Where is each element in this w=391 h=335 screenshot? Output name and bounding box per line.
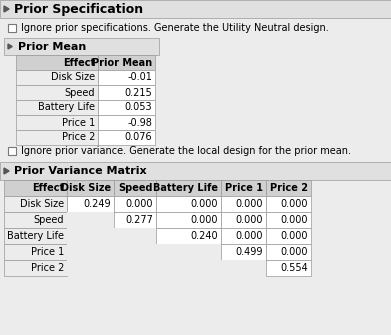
- Bar: [16, 85, 98, 100]
- Bar: [156, 228, 221, 244]
- Text: Speed: Speed: [65, 87, 95, 97]
- Text: Price 1: Price 1: [225, 183, 263, 193]
- Bar: [4, 196, 67, 212]
- Bar: [114, 244, 156, 260]
- Bar: [98, 70, 155, 85]
- Text: 0.215: 0.215: [124, 87, 152, 97]
- Text: Battery Life: Battery Life: [153, 183, 218, 193]
- Text: 0.000: 0.000: [190, 199, 218, 209]
- Text: Effect: Effect: [63, 58, 95, 67]
- Bar: [156, 196, 221, 212]
- Text: 0.240: 0.240: [190, 231, 218, 241]
- Bar: [16, 55, 98, 70]
- Bar: [114, 212, 156, 228]
- Bar: [16, 100, 98, 115]
- Bar: [67, 196, 114, 212]
- Bar: [67, 260, 114, 276]
- Bar: [0, 0, 391, 18]
- Text: Disk Size: Disk Size: [61, 183, 111, 193]
- Bar: [221, 244, 266, 260]
- Bar: [67, 180, 114, 196]
- Bar: [4, 38, 159, 55]
- Text: Ignore prior variance. Generate the local design for the prior mean.: Ignore prior variance. Generate the loca…: [21, 146, 351, 156]
- Text: 0.249: 0.249: [83, 199, 111, 209]
- Bar: [114, 196, 156, 212]
- Text: 0.277: 0.277: [125, 215, 153, 225]
- Text: 0.000: 0.000: [235, 199, 263, 209]
- Text: 0.000: 0.000: [235, 231, 263, 241]
- Bar: [4, 244, 67, 260]
- Text: Battery Life: Battery Life: [7, 231, 64, 241]
- Bar: [98, 100, 155, 115]
- Bar: [16, 115, 98, 130]
- Bar: [221, 228, 266, 244]
- Text: Price 1: Price 1: [31, 247, 64, 257]
- Text: 0.554: 0.554: [280, 263, 308, 273]
- Text: Ignore prior specifications. Generate the Utility Neutral design.: Ignore prior specifications. Generate th…: [21, 23, 329, 33]
- Text: 0.000: 0.000: [280, 199, 308, 209]
- Text: Disk Size: Disk Size: [20, 199, 64, 209]
- Bar: [67, 244, 114, 260]
- Bar: [98, 55, 155, 70]
- Bar: [266, 260, 311, 276]
- Bar: [266, 180, 311, 196]
- Text: Prior Specification: Prior Specification: [14, 2, 143, 15]
- Bar: [4, 260, 67, 276]
- Text: 0.076: 0.076: [124, 133, 152, 142]
- Text: Disk Size: Disk Size: [51, 72, 95, 82]
- Bar: [16, 70, 98, 85]
- Text: Prior Mean: Prior Mean: [92, 58, 152, 67]
- Bar: [221, 180, 266, 196]
- Bar: [8, 24, 16, 32]
- Bar: [156, 244, 221, 260]
- Bar: [266, 228, 311, 244]
- Polygon shape: [4, 168, 9, 174]
- Text: -0.98: -0.98: [127, 118, 152, 128]
- Bar: [98, 130, 155, 145]
- Bar: [114, 180, 156, 196]
- Bar: [4, 212, 67, 228]
- Bar: [0, 162, 391, 180]
- Text: 0.499: 0.499: [235, 247, 263, 257]
- Bar: [156, 212, 221, 228]
- Bar: [114, 260, 156, 276]
- Text: 0.000: 0.000: [280, 231, 308, 241]
- Text: Price 2: Price 2: [270, 183, 308, 193]
- Bar: [98, 115, 155, 130]
- Text: Price 2: Price 2: [30, 263, 64, 273]
- Bar: [67, 228, 114, 244]
- Bar: [156, 260, 221, 276]
- Bar: [8, 147, 16, 155]
- Polygon shape: [4, 6, 9, 12]
- Text: -0.01: -0.01: [127, 72, 152, 82]
- Bar: [4, 228, 67, 244]
- Text: Effect: Effect: [32, 183, 64, 193]
- Bar: [266, 196, 311, 212]
- Bar: [114, 228, 156, 244]
- Text: Speed: Speed: [34, 215, 64, 225]
- Text: 0.000: 0.000: [280, 215, 308, 225]
- Text: Price 2: Price 2: [62, 133, 95, 142]
- Text: 0.053: 0.053: [124, 103, 152, 113]
- Bar: [67, 212, 114, 228]
- Text: Battery Life: Battery Life: [38, 103, 95, 113]
- Bar: [266, 212, 311, 228]
- Text: 0.000: 0.000: [235, 215, 263, 225]
- Text: Speed: Speed: [118, 183, 153, 193]
- Text: Price 1: Price 1: [62, 118, 95, 128]
- Text: 0.000: 0.000: [190, 215, 218, 225]
- Text: Prior Mean: Prior Mean: [18, 42, 86, 52]
- Bar: [16, 130, 98, 145]
- Text: 0.000: 0.000: [280, 247, 308, 257]
- Bar: [98, 85, 155, 100]
- Polygon shape: [8, 44, 12, 49]
- Text: Prior Variance Matrix: Prior Variance Matrix: [14, 166, 147, 176]
- Text: 0.000: 0.000: [126, 199, 153, 209]
- Bar: [221, 212, 266, 228]
- Bar: [221, 260, 266, 276]
- Bar: [266, 244, 311, 260]
- Bar: [156, 180, 221, 196]
- Bar: [4, 180, 67, 196]
- Bar: [221, 196, 266, 212]
